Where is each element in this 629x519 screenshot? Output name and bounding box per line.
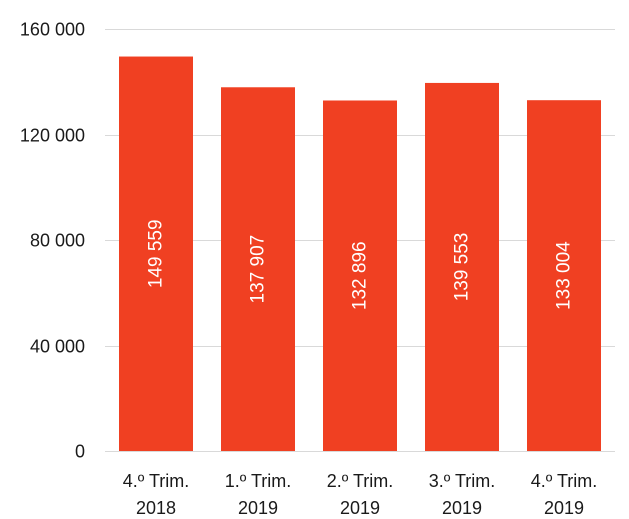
bar — [221, 87, 295, 451]
bar — [119, 56, 193, 451]
x-tick-label-line1: 3.º Trim. — [429, 471, 496, 491]
bar-data-label: 133 004 — [554, 241, 575, 310]
y-tick-label: 120 000 — [20, 126, 85, 146]
bar — [323, 100, 397, 451]
x-tick-label-line1: 2.º Trim. — [327, 471, 394, 491]
y-tick-label: 80 000 — [30, 231, 85, 251]
x-axis-tick-labels: 4.º Trim. 2018 1.º Trim. 2019 2.º Trim. 2019 3… — [123, 471, 598, 518]
y-tick-label: 160 000 — [20, 20, 85, 40]
x-tick-label-line2: 2019 — [340, 498, 380, 518]
x-tick-label-line2: 2018 — [136, 498, 176, 518]
y-tick-label: 40 000 — [30, 337, 85, 357]
bar-data-label: 132 896 — [350, 241, 371, 310]
x-tick-label-line2: 2019 — [544, 498, 584, 518]
bar-data-label: 149 559 — [146, 219, 167, 288]
bar-data-label: 139 553 — [452, 233, 473, 302]
x-tick-label-line2: 2019 — [238, 498, 278, 518]
x-tick-label-line1: 4.º Trim. — [123, 471, 190, 491]
x-tick-label-line2: 2019 — [442, 498, 482, 518]
bar — [425, 82, 499, 452]
bar — [527, 100, 601, 451]
x-tick-label-line1: 4.º Trim. — [531, 471, 598, 491]
x-tick-label-line1: 1.º Trim. — [225, 471, 292, 491]
bar-data-label: 137 907 — [248, 235, 269, 304]
y-axis-tick-labels: 0 40 000 80 000 120 000 160 000 — [20, 20, 85, 462]
bars: 149 559 137 907 132 896 139 553 133 004 — [119, 56, 601, 452]
y-tick-label: 0 — [75, 442, 85, 462]
